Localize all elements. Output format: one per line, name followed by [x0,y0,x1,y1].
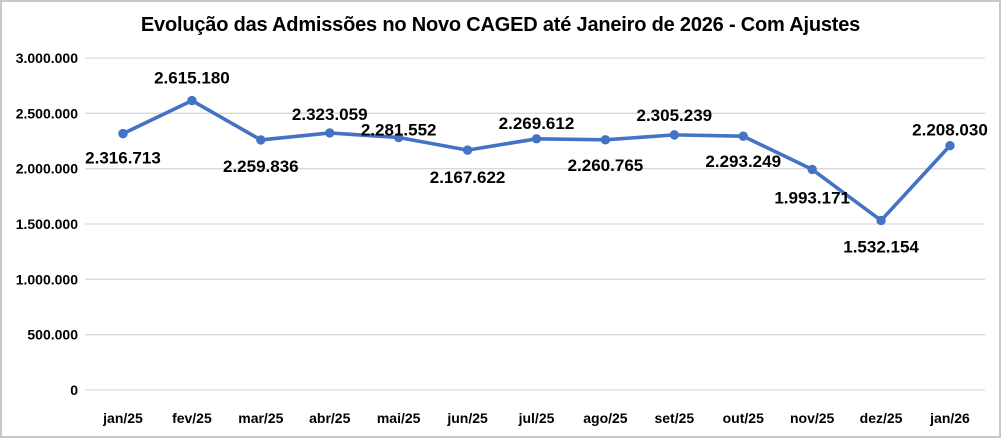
y-axis-tick-label: 3.000.000 [16,50,78,66]
data-point-marker [118,128,128,139]
data-point-marker [531,134,542,144]
y-axis-tick-label: 0 [70,382,78,398]
y-axis-tick-label: 1.000.000 [16,271,78,287]
data-point-marker [187,95,197,106]
data-point-label: 2.260.765 [568,156,644,175]
x-axis-tick-label: dez/25 [860,410,903,426]
y-axis-tick-label: 500.000 [27,327,78,343]
data-point-label: 2.208.030 [912,121,988,140]
x-axis-tick-label: mai/25 [377,410,421,426]
data-point-label: 1.993.171 [774,188,850,207]
x-axis-tick-label: out/25 [723,410,764,426]
data-point-marker [600,135,611,145]
x-axis-tick-label: mar/25 [238,410,283,426]
data-point-label: 1.532.154 [843,237,919,256]
x-axis-tick-label: jul/25 [518,410,555,426]
chart-title: Evolução das Admissões no Novo CAGED até… [140,14,861,36]
data-point-label: 2.281.552 [361,121,437,140]
data-point-marker [738,131,748,141]
data-point-marker [945,140,955,151]
data-point-marker [807,164,817,175]
data-point-marker [256,135,266,145]
y-axis-tick-label: 2.000.000 [16,161,78,177]
x-axis-tick-label: jan/25 [102,410,143,426]
data-point-marker [876,215,886,226]
data-point-label: 2.259.836 [223,157,299,176]
x-axis-tick-label: abr/25 [309,410,350,426]
data-point-label: 2.293.249 [705,152,781,171]
data-point-label: 2.316.713 [85,149,161,168]
data-point-label: 2.269.612 [499,114,575,133]
data-point-marker [325,128,335,138]
y-axis-tick-label: 1.500.000 [16,216,78,232]
x-axis-tick-label: nov/25 [790,410,835,426]
x-axis-tick-label: jan/26 [929,410,970,426]
x-axis-tick-label: ago/25 [583,410,628,426]
data-point-marker [669,130,680,140]
data-point-label: 2.323.059 [292,105,368,124]
data-point-label: 2.615.180 [154,69,230,88]
x-axis-tick-label: fev/25 [172,410,212,426]
x-axis-tick-label: jun/25 [446,410,488,426]
data-point-label: 2.305.239 [637,106,713,125]
data-point-marker [393,132,404,143]
y-axis-tick-label: 2.500.000 [16,105,78,121]
data-point-marker [462,145,473,155]
x-axis-tick-label: set/25 [654,410,694,426]
data-point-label: 2.167.622 [430,168,506,187]
